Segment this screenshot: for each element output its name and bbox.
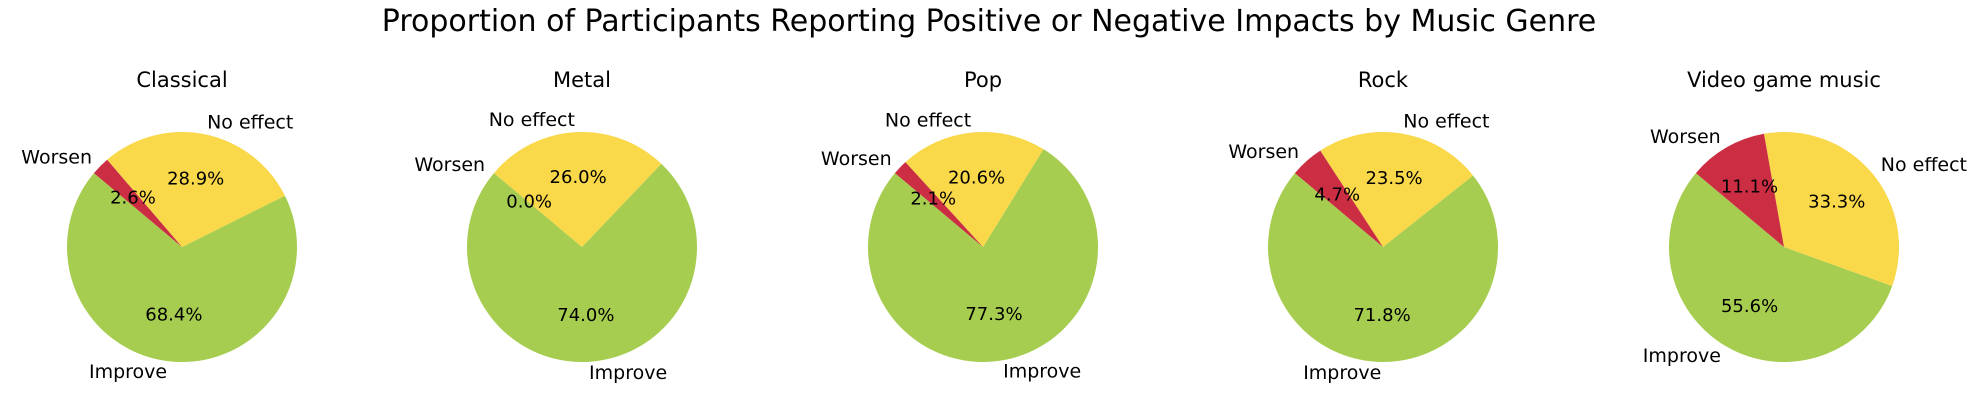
slice-label-worsen: Worsen (1650, 126, 1721, 148)
pie-classical: Classical Improve 68.4% No effect 28.9% Worse… (21, 68, 298, 383)
pct-label-improve: 77.3% (965, 304, 1022, 325)
slice-improve (1669, 173, 1893, 362)
slice-label-improve: Improve (589, 362, 667, 384)
slice-label-improve: Improve (1303, 362, 1381, 384)
pie-title: Pop (964, 68, 1002, 92)
slice-label-worsen: Worsen (1228, 141, 1299, 163)
pct-label-no-effect: 28.9% (167, 168, 224, 189)
slice-label-worsen: Worsen (821, 148, 892, 170)
slice-label-no-effect: No effect (207, 112, 293, 134)
pct-label-worsen: 11.1% (1721, 176, 1778, 197)
slice-label-no-effect: No effect (885, 110, 971, 132)
pct-label-no-effect: 33.3% (1808, 192, 1865, 213)
slice-improve (466, 163, 697, 362)
slice-no-effect (493, 131, 662, 247)
pct-label-worsen: 2.1% (910, 188, 956, 209)
pie-title: Video game music (1687, 68, 1881, 92)
slice-label-improve: Improve (89, 361, 167, 383)
slice-no-effect (1320, 132, 1474, 247)
slice-label-worsen: Worsen (414, 154, 485, 176)
pie-rock: Rock Improve 71.8% No effect 23.5% Worsen 4.7% (1228, 68, 1498, 384)
slice-no-effect (905, 132, 1044, 247)
slice-label-no-effect: No effect (1403, 111, 1489, 133)
slice-improve (1267, 173, 1498, 363)
slice-improve (66, 173, 298, 362)
pct-label-improve: 74.0% (557, 305, 614, 326)
pie-video-game-music: Video game music Improve 55.6% No effect 33.… (1643, 68, 1967, 367)
pct-label-no-effect: 20.6% (948, 167, 1005, 188)
pct-label-improve: 71.8% (1353, 305, 1410, 326)
pie-title: Classical (136, 68, 227, 92)
pie-title: Metal (553, 68, 611, 92)
pct-label-no-effect: 26.0% (550, 167, 607, 188)
slice-label-no-effect: No effect (489, 109, 575, 131)
figure-title: Proportion of Participants Reporting Pos… (382, 4, 1597, 39)
slice-worsen (93, 159, 182, 247)
pies-group: Classical Improve 68.4% No effect 28.9% Worse… (21, 68, 1967, 384)
slice-label-worsen: Worsen (21, 147, 92, 169)
pie-pop: Pop Improve 77.3% No effect 20.6% Worsen 2.1% (821, 68, 1098, 382)
slice-no-effect (107, 132, 285, 247)
slice-label-improve: Improve (1643, 345, 1721, 367)
pct-label-improve: 55.6% (1721, 296, 1778, 317)
slice-worsen (1695, 133, 1784, 247)
slice-worsen (1294, 150, 1383, 247)
slice-label-improve: Improve (1003, 360, 1081, 382)
pie-title: Rock (1358, 68, 1409, 92)
pct-label-worsen: 2.6% (110, 187, 156, 208)
pie-metal: Metal Improve 74.0% No effect 26.0% Worsen 0.0… (414, 68, 697, 384)
pct-label-no-effect: 23.5% (1365, 168, 1422, 189)
pct-label-worsen: 4.7% (1314, 184, 1360, 205)
slice-worsen (894, 162, 983, 247)
slice-improve (868, 149, 1098, 363)
slice-no-effect (1763, 132, 1900, 287)
pct-label-improve: 68.4% (145, 305, 202, 326)
slice-label-no-effect: No effect (1881, 154, 1967, 176)
pct-label-worsen: 0.0% (506, 192, 552, 213)
